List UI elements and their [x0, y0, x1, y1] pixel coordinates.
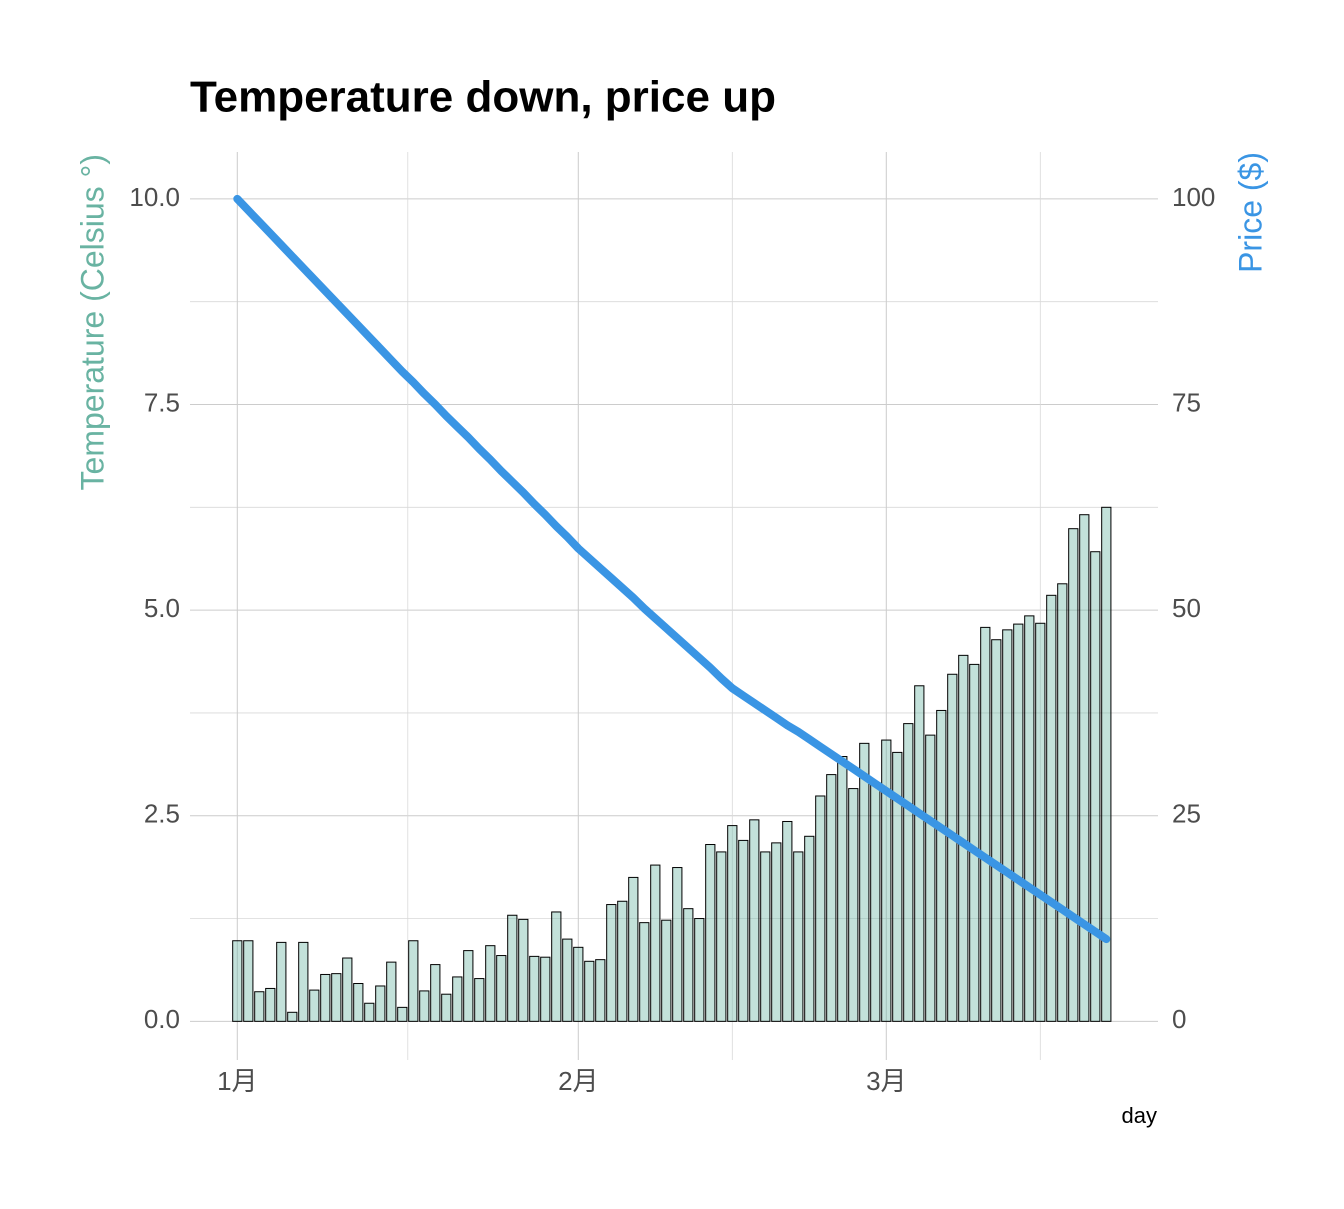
- bar: [584, 960, 595, 1022]
- bar: [595, 959, 606, 1022]
- bar: [507, 914, 518, 1022]
- bar: [243, 940, 254, 1022]
- bar: [1024, 615, 1035, 1022]
- bar: [782, 820, 793, 1022]
- bar: [463, 950, 474, 1022]
- bar: [738, 839, 749, 1022]
- y-tick-label: 10.0: [129, 182, 180, 212]
- y2-tick-label: 25: [1172, 799, 1201, 829]
- bar: [749, 819, 760, 1022]
- price-line: [233, 194, 1111, 944]
- bar: [364, 1002, 375, 1022]
- bar: [452, 976, 463, 1022]
- bar: [474, 978, 485, 1022]
- bar: [540, 956, 551, 1022]
- bar: [331, 973, 342, 1022]
- y2-tick-label: 75: [1172, 387, 1201, 417]
- bar: [672, 867, 683, 1022]
- bar: [1057, 583, 1068, 1022]
- y2-tick-label: 100: [1172, 182, 1215, 212]
- y-tick-label: 5.0: [144, 593, 180, 623]
- x-axis-label: day: [1122, 1103, 1157, 1128]
- bar: [353, 983, 364, 1022]
- bar: [705, 844, 716, 1022]
- y-tick-label: 0.0: [144, 1004, 180, 1034]
- bar: [606, 904, 617, 1022]
- bar: [298, 941, 309, 1022]
- bar: [375, 985, 386, 1022]
- bar: [969, 663, 980, 1022]
- bar: [936, 709, 947, 1022]
- bar: [485, 945, 496, 1022]
- bar: [1079, 514, 1090, 1022]
- x-tick-label: 3月: [866, 1066, 906, 1096]
- bar: [320, 973, 331, 1022]
- bar: [309, 989, 320, 1022]
- bar: [947, 673, 958, 1022]
- bar: [573, 946, 584, 1022]
- bar: [892, 751, 903, 1022]
- bar: [650, 864, 661, 1022]
- bar: [826, 774, 837, 1022]
- bar: [683, 908, 694, 1022]
- bar: [727, 825, 738, 1022]
- bar: [881, 739, 892, 1022]
- bar: [1101, 506, 1112, 1022]
- bar: [804, 835, 815, 1022]
- y2-tick-label: 50: [1172, 593, 1201, 623]
- bar: [232, 940, 243, 1022]
- bar: [1046, 594, 1057, 1022]
- bar: [419, 990, 430, 1022]
- bar: [980, 626, 991, 1022]
- bar: [925, 734, 936, 1022]
- bar: [716, 851, 727, 1022]
- bar: [408, 940, 419, 1022]
- bar: [771, 842, 782, 1022]
- bar: [496, 955, 507, 1022]
- y-axis-label: Temperature (Celsius °): [74, 154, 110, 490]
- y2-axis-label: Price ($): [1232, 152, 1268, 273]
- bar: [562, 938, 573, 1022]
- bar: [430, 964, 441, 1022]
- bar: [254, 991, 265, 1022]
- bar: [859, 742, 870, 1022]
- bar: [903, 723, 914, 1022]
- bar: [815, 795, 826, 1022]
- bar: [386, 961, 397, 1022]
- bar: [760, 851, 771, 1022]
- bar: [1090, 551, 1101, 1022]
- bar: [1035, 622, 1046, 1022]
- bar: [991, 639, 1002, 1022]
- bar: [793, 851, 804, 1022]
- x-tick-label: 1月: [217, 1066, 257, 1096]
- bar: [518, 918, 529, 1022]
- bar: [397, 1006, 408, 1022]
- bar: [848, 788, 859, 1022]
- bar: [529, 955, 540, 1022]
- bar: [914, 685, 925, 1022]
- bar: [551, 911, 562, 1022]
- bar: [441, 993, 452, 1022]
- bar: [342, 957, 353, 1022]
- bar: [661, 919, 672, 1022]
- y2-tick-label: 0: [1172, 1004, 1186, 1034]
- bar: [617, 900, 628, 1022]
- x-tick-label: 2月: [558, 1066, 598, 1096]
- bar: [694, 918, 705, 1022]
- bar: [1068, 528, 1079, 1022]
- bar: [265, 987, 276, 1022]
- bar: [639, 922, 650, 1022]
- bar: [837, 756, 848, 1022]
- y-tick-label: 7.5: [144, 387, 180, 417]
- bar: [287, 1011, 298, 1022]
- y-tick-label: 2.5: [144, 799, 180, 829]
- bar: [1013, 623, 1024, 1022]
- chart-title: Temperature down, price up: [190, 73, 776, 122]
- bar: [628, 876, 639, 1022]
- bar: [1002, 629, 1013, 1022]
- bar: [870, 782, 881, 1022]
- bar: [276, 941, 287, 1022]
